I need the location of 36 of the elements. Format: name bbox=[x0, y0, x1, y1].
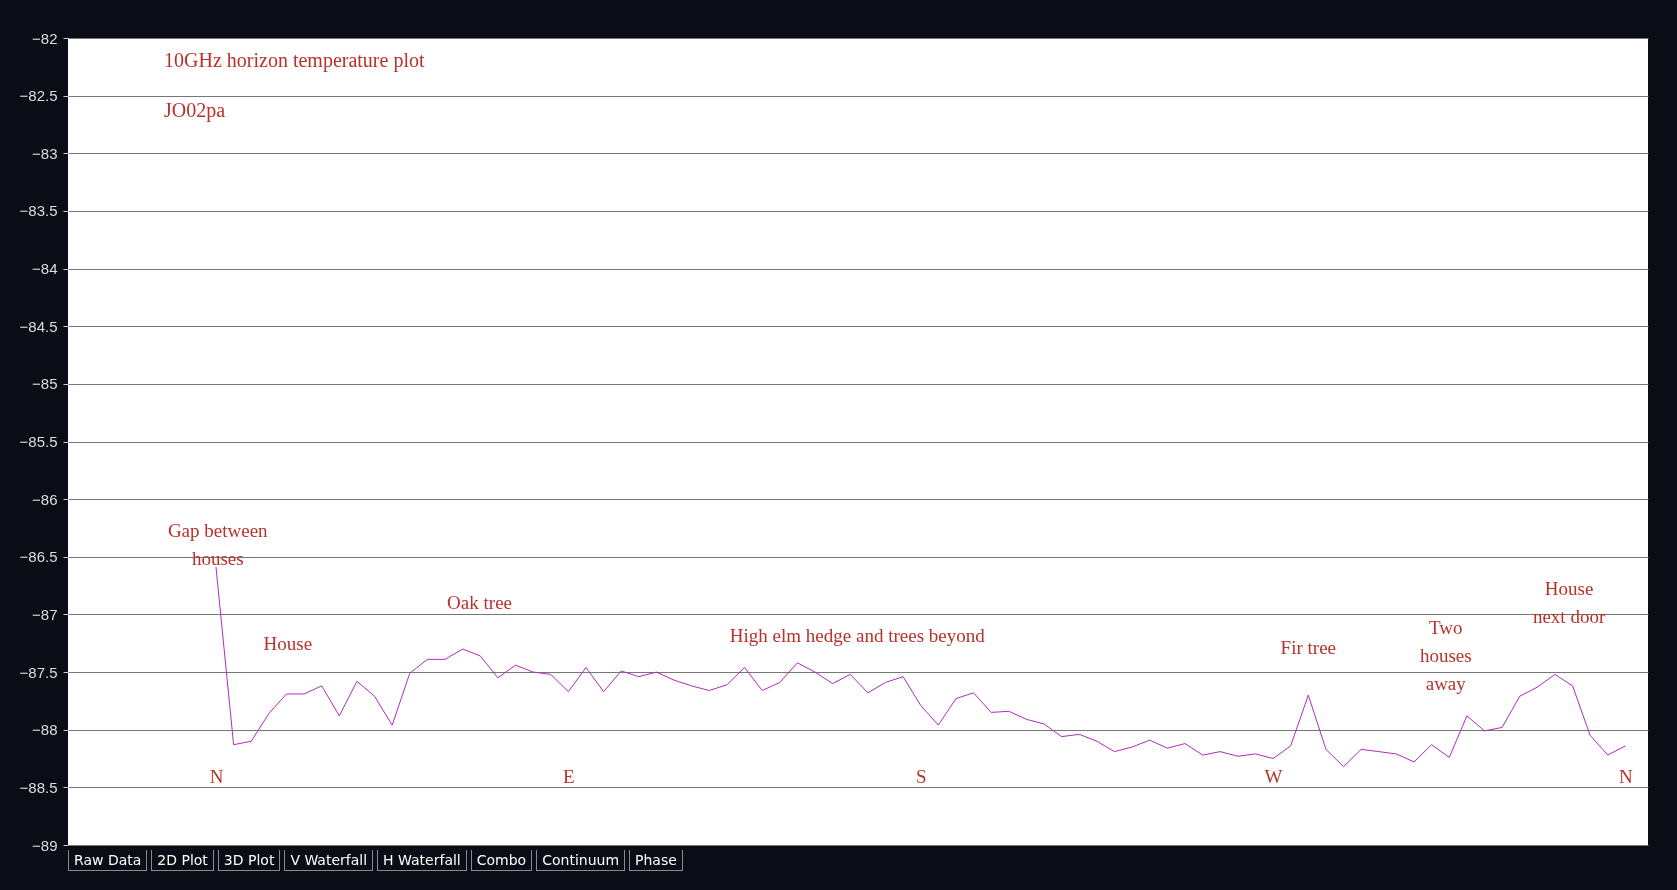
y-tick-label: −87 bbox=[32, 605, 58, 623]
annotation: High elm hedge and trees beyond bbox=[729, 625, 986, 647]
x-tick-label: W bbox=[1264, 765, 1283, 787]
text: V Waterfall bbox=[284, 850, 374, 871]
text: 10GHz horizon temperature plot bbox=[164, 49, 425, 72]
y-tick-label: −88 bbox=[32, 721, 58, 739]
x-tick-label: N bbox=[1619, 765, 1634, 787]
y-tick-label: −82.5 bbox=[19, 87, 58, 105]
y-tick-label: −85 bbox=[32, 375, 58, 393]
annotation: House bbox=[263, 633, 313, 655]
y-tick-label: −82 bbox=[32, 29, 58, 47]
text: Raw Data bbox=[68, 850, 148, 871]
y-tick-label: −88.5 bbox=[19, 778, 58, 796]
annotation: Fir tree bbox=[1280, 636, 1337, 658]
line-series bbox=[215, 566, 1626, 768]
y-tick-label: −87.5 bbox=[19, 663, 58, 681]
y-tick-label: −83 bbox=[32, 144, 58, 162]
text: 2D Plot bbox=[151, 850, 214, 871]
text: Phase bbox=[629, 850, 683, 871]
annotation: Two houses away bbox=[1419, 617, 1472, 695]
y-tick-label: −85.5 bbox=[19, 433, 58, 450]
text: Continuum bbox=[536, 850, 626, 871]
x-tick-label: S bbox=[915, 765, 927, 787]
y-tick-label: −86.5 bbox=[19, 548, 58, 566]
y-tick-label: −84 bbox=[32, 260, 58, 278]
annotation: Oak tree bbox=[447, 591, 513, 613]
x-tick-label: E bbox=[563, 765, 575, 787]
y-tick-label: −83.5 bbox=[19, 202, 58, 220]
text: H Waterfall bbox=[377, 850, 467, 871]
text: Combo bbox=[470, 850, 533, 871]
text: 3D Plot bbox=[217, 850, 281, 871]
y-tick-label: −84.5 bbox=[19, 317, 58, 335]
y-tick-label: −86 bbox=[32, 490, 58, 508]
text: JO02pa bbox=[164, 99, 226, 122]
x-tick-label: N bbox=[209, 765, 224, 787]
y-tick-label: −89 bbox=[32, 836, 58, 854]
